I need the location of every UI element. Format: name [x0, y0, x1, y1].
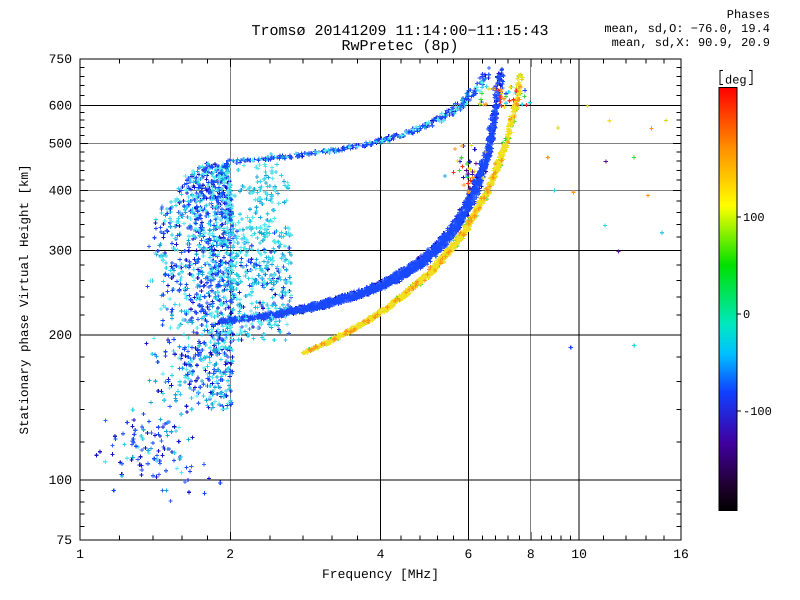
svg-text:-100: -100: [743, 405, 772, 419]
svg-text:Frequency [MHz]: Frequency [MHz]: [322, 567, 439, 582]
svg-text:600: 600: [49, 99, 72, 114]
svg-text:300: 300: [49, 243, 72, 258]
svg-text:100: 100: [743, 211, 765, 225]
svg-text:6: 6: [464, 547, 472, 562]
svg-text:Phases: Phases: [727, 8, 770, 22]
svg-text:400: 400: [49, 183, 72, 198]
svg-text:0: 0: [743, 308, 750, 322]
svg-text:750: 750: [49, 52, 72, 67]
svg-text:Stationary phase Virtual Heigh: Stationary phase Virtual Height [km]: [18, 164, 32, 434]
svg-text:75: 75: [56, 533, 72, 548]
svg-text:deg: deg: [725, 74, 747, 88]
svg-text:2: 2: [226, 547, 234, 562]
svg-text:mean, sd,O: −76.0, 19.4: mean, sd,O: −76.0, 19.4: [604, 22, 770, 36]
svg-text:RwPretec (8p): RwPretec (8p): [341, 38, 458, 55]
svg-text:8: 8: [527, 547, 535, 562]
svg-text:mean, sd,X: 90.9, 20.9: mean, sd,X: 90.9, 20.9: [612, 36, 770, 50]
svg-text:100: 100: [49, 473, 72, 488]
svg-text:10: 10: [571, 547, 587, 562]
svg-text:16: 16: [673, 547, 689, 562]
svg-text:4: 4: [377, 547, 385, 562]
svg-text:200: 200: [49, 328, 72, 343]
svg-text:500: 500: [49, 137, 72, 152]
svg-text:1: 1: [76, 547, 84, 562]
